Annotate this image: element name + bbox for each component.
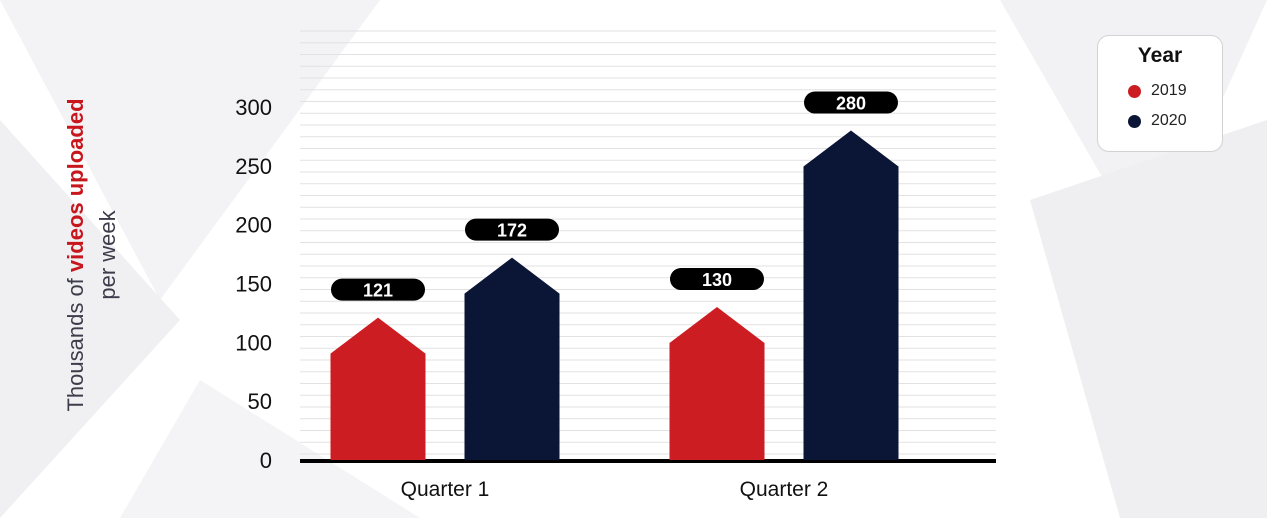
- legend-swatch: [1128, 84, 1141, 98]
- x-tick-label: Quarter 2: [740, 478, 829, 501]
- data-label-pill: [804, 91, 898, 114]
- data-label: 121: [363, 281, 393, 301]
- y-tick-label: 50: [248, 389, 272, 414]
- y-tick-label: 250: [235, 154, 272, 179]
- legend-swatch: [1128, 114, 1141, 128]
- bar-2020-quarter-1: [464, 257, 560, 460]
- y-tick-label: 100: [235, 330, 272, 355]
- data-label: 172: [497, 221, 527, 241]
- bg-shard: [120, 380, 420, 518]
- legend-item-2019: 2019: [1128, 82, 1187, 100]
- x-tick-label: Quarter 1: [401, 478, 490, 501]
- legend-label: 2019: [1151, 82, 1187, 99]
- data-label: 280: [836, 94, 866, 114]
- data-label: 130: [702, 270, 732, 290]
- bg-shard: [0, 120, 180, 518]
- data-label-pill: [670, 268, 764, 291]
- legend: Year 2019 2020: [1097, 35, 1223, 152]
- bar-2019-quarter-1: [330, 317, 426, 460]
- bar-2019-quarter-2: [669, 307, 765, 460]
- y-tick-label: 300: [235, 95, 272, 120]
- legend-label: 2020: [1151, 112, 1187, 129]
- y-tick-label: 150: [235, 272, 272, 297]
- bg-shard: [1030, 120, 1267, 518]
- legend-item-2020: 2020: [1128, 112, 1187, 130]
- data-label-pill: [465, 218, 559, 241]
- y-tick-label: 200: [235, 213, 272, 238]
- bar-2020-quarter-2: [803, 130, 899, 461]
- data-label-pill: [331, 278, 425, 301]
- bg-shard: [0, 0, 380, 300]
- y-tick-label: 0: [260, 448, 272, 473]
- legend-title: Year: [1137, 44, 1183, 67]
